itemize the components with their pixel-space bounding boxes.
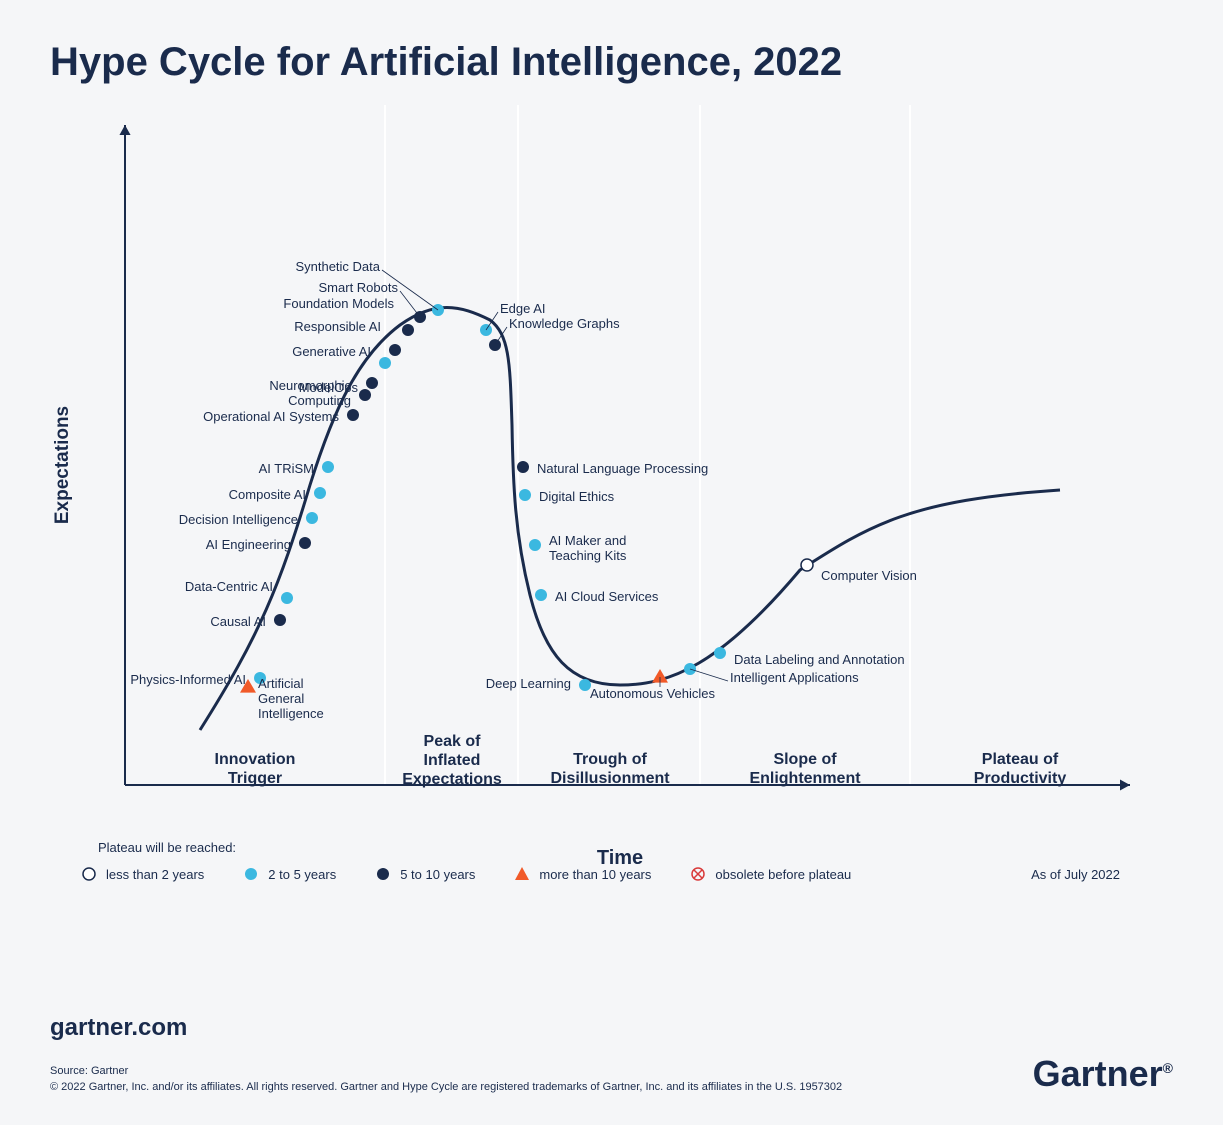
item-label: ModelOps xyxy=(299,381,358,396)
item-label: Generative AI xyxy=(292,345,371,360)
legend-item: more than 10 years xyxy=(513,865,651,883)
c5_10-icon xyxy=(374,865,392,883)
item-label: AI Engineering xyxy=(206,538,291,553)
item-label: Operational AI Systems xyxy=(203,410,339,425)
marker-circle-icon xyxy=(359,389,371,401)
chart-area: Expectations Time InnovationTriggerPeak … xyxy=(80,105,1160,825)
legend-item: 5 to 10 years xyxy=(374,865,475,883)
marker-circle-icon xyxy=(389,344,401,356)
item-label: Synthetic Data xyxy=(295,260,380,275)
c2_5-icon xyxy=(242,865,260,883)
item-label: Data Labeling and Annotation xyxy=(734,653,905,668)
legend-item: 2 to 5 years xyxy=(242,865,336,883)
item-label: Physics-Informed AI xyxy=(130,673,246,688)
gartner-domain: gartner.com xyxy=(50,1014,1173,1042)
item-label: Data-Centric AI xyxy=(185,580,273,595)
phase-label: Trough ofDisillusionment xyxy=(530,750,690,788)
marker-circle-icon xyxy=(366,377,378,389)
legend: Plateau will be reached: less than 2 yea… xyxy=(80,840,1160,883)
item-label: Responsible AI xyxy=(294,320,381,335)
item-label: Decision Intelligence xyxy=(179,513,298,528)
hype-cycle-container: Hype Cycle for Artificial Intelligence, … xyxy=(0,0,1223,1125)
item-label: Deep Learning xyxy=(486,677,571,692)
item-label: Causal AI xyxy=(210,615,266,630)
marker-circle-icon xyxy=(379,357,391,369)
item-label: Composite AI xyxy=(229,488,306,503)
item-label: Intelligent Applications xyxy=(730,671,859,686)
legend-label: obsolete before plateau xyxy=(715,867,851,882)
legend-item: less than 2 years xyxy=(80,865,204,883)
source-line: Source: Gartner xyxy=(50,1064,1173,1079)
phase-label: Peak ofInflatedExpectations xyxy=(372,732,532,790)
item-label: Knowledge Graphs xyxy=(509,317,620,332)
gt10-icon xyxy=(513,865,531,883)
item-label: AI Maker andTeaching Kits xyxy=(549,534,626,564)
marker-circle-icon xyxy=(299,537,311,549)
marker-circle-icon xyxy=(347,409,359,421)
y-axis-label: Expectations xyxy=(52,406,74,524)
marker-circle-icon xyxy=(519,489,531,501)
marker-circle-icon xyxy=(314,487,326,499)
item-label: AI TRiSM xyxy=(259,462,314,477)
obsolete-icon xyxy=(689,865,707,883)
legend-item: obsolete before plateau xyxy=(689,865,851,883)
gartner-logo: Gartner® xyxy=(1033,1053,1173,1095)
legend-label: less than 2 years xyxy=(106,867,204,882)
legend-label: more than 10 years xyxy=(539,867,651,882)
marker-circle-icon xyxy=(306,512,318,524)
marker-circle-icon xyxy=(322,461,334,473)
marker-circle-icon xyxy=(517,461,529,473)
marker-circle-icon xyxy=(714,647,726,659)
phase-label: Slope ofEnlightenment xyxy=(725,750,885,788)
footer: gartner.com Source: Gartner © 2022 Gartn… xyxy=(50,1014,1173,1095)
item-label: Natural Language Processing xyxy=(537,462,708,477)
legend-label: 5 to 10 years xyxy=(400,867,475,882)
item-label: Digital Ethics xyxy=(539,490,614,505)
marker-circle-icon xyxy=(529,539,541,551)
item-label: AI Cloud Services xyxy=(555,590,658,605)
item-label: Foundation Models xyxy=(283,297,394,312)
as-of-label: As of July 2022 xyxy=(1031,867,1120,882)
marker-circle-icon xyxy=(535,589,547,601)
phase-label: InnovationTrigger xyxy=(175,750,335,788)
item-label: Edge AI xyxy=(500,302,546,317)
item-label: Computer Vision xyxy=(821,569,917,584)
item-label: Autonomous Vehicles xyxy=(590,687,715,702)
marker-circle-icon xyxy=(402,324,414,336)
marker-circle-icon xyxy=(274,614,286,626)
lt2-icon xyxy=(80,865,98,883)
phase-label: Plateau ofProductivity xyxy=(940,750,1100,788)
item-label: Smart Robots xyxy=(319,281,398,296)
marker-circle-icon xyxy=(801,559,813,571)
legend-title: Plateau will be reached: xyxy=(98,840,1160,855)
chart-title: Hype Cycle for Artificial Intelligence, … xyxy=(50,40,1173,85)
marker-circle-icon xyxy=(281,592,293,604)
legend-label: 2 to 5 years xyxy=(268,867,336,882)
copyright-line: © 2022 Gartner, Inc. and/or its affiliat… xyxy=(50,1080,1173,1095)
item-label: ArtificialGeneralIntelligence xyxy=(258,677,324,722)
